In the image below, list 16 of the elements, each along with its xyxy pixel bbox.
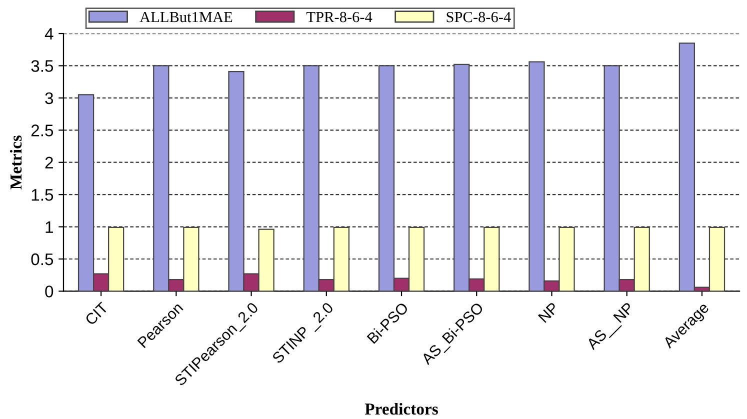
legend-label: TPR-8-6-4 [306, 12, 372, 22]
y-tick-label: 0 [45, 286, 54, 298]
y-axis-title: Metrics [10, 135, 22, 190]
y-tick-label: 4 [44, 28, 54, 40]
x-tick-label: CIT [84, 301, 109, 326]
y-tick-label: 2.5 [31, 124, 54, 136]
y-tick-label: 3.5 [31, 60, 54, 72]
x-axis-title: Predictors [364, 402, 438, 415]
legend-label: SPC-8-6-4 [446, 12, 511, 22]
y-tick-label: 3 [45, 92, 54, 104]
y-tick-label: 0.5 [31, 253, 54, 266]
x-tick-label: NP [538, 302, 559, 323]
y-tick-label: 1.5 [32, 189, 54, 201]
y-tick-label: 1 [46, 221, 53, 233]
y-tick-label: 2 [45, 156, 53, 168]
legend-label: ALLBut1MAE [140, 12, 232, 22]
